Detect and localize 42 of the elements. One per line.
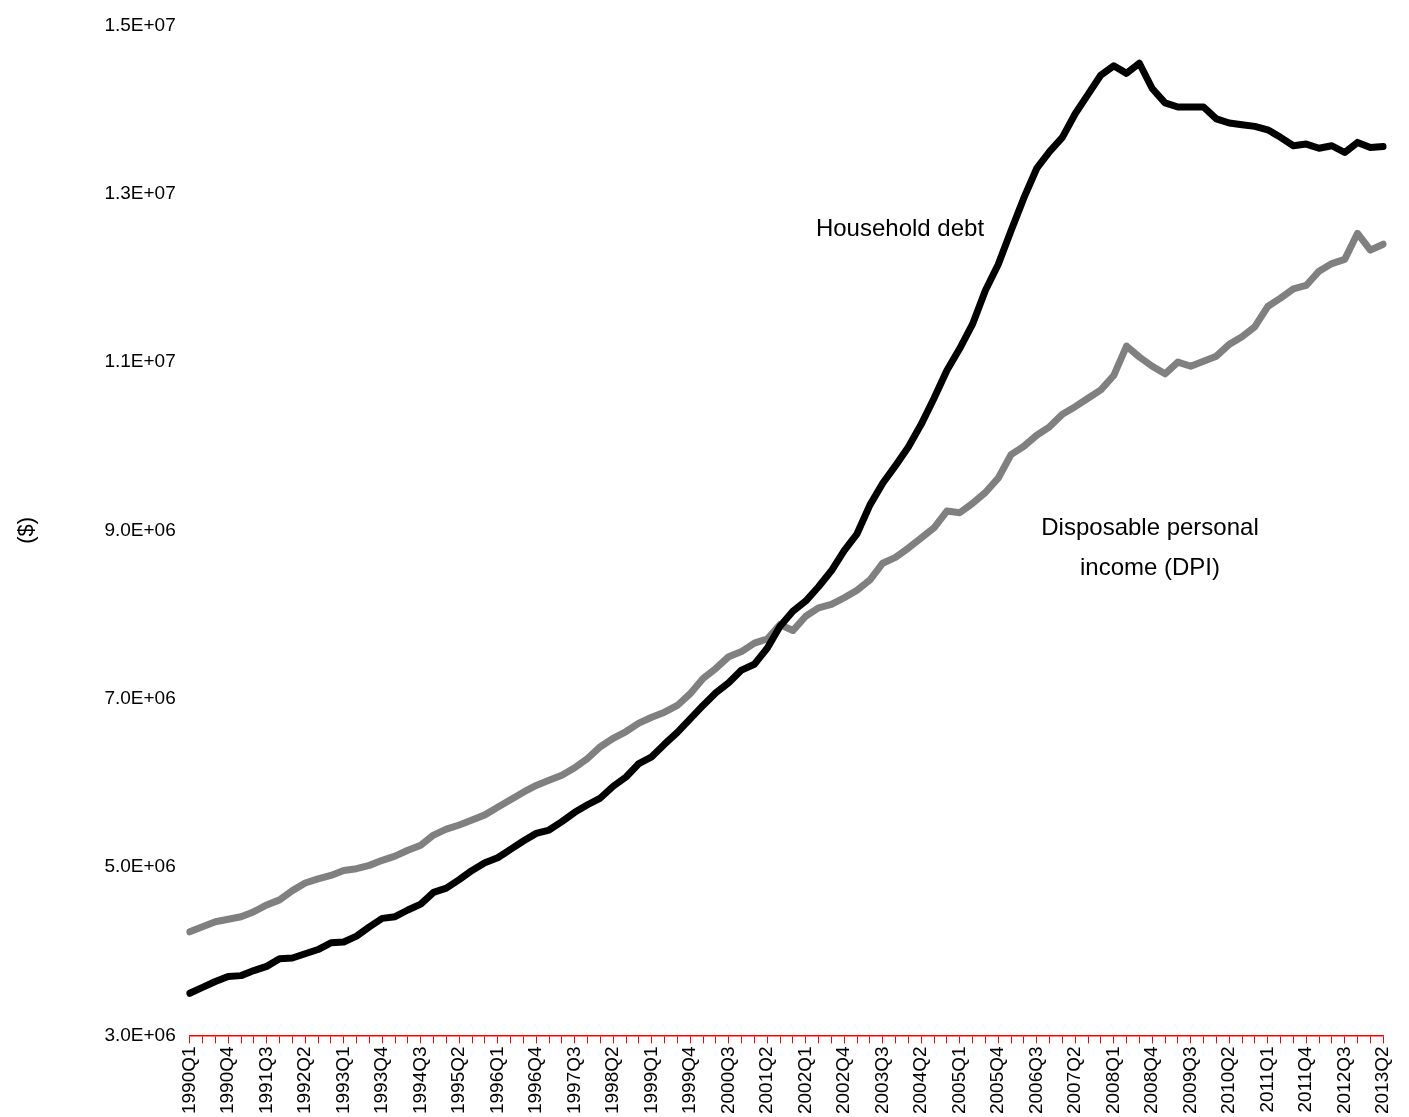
y-tick-label: 9.0E+06: [104, 518, 176, 540]
x-tick-label: 2010Q2: [1217, 1046, 1239, 1115]
series-label: Household debt: [815, 213, 985, 241]
x-tick-label: 1995Q2: [447, 1046, 469, 1115]
x-tick-label: 1996Q1: [485, 1046, 507, 1115]
x-tick-label: 1996Q4: [524, 1045, 546, 1115]
x-tick-label: 2006Q3: [1024, 1046, 1046, 1115]
y-tick-label: 3.0E+06: [104, 1023, 176, 1045]
x-tick-label: 2012Q3: [1332, 1046, 1354, 1115]
y-tick-label: 7.0E+06: [104, 686, 176, 708]
x-tick-label: 2009Q3: [1178, 1046, 1200, 1115]
x-tick-label: 2002Q4: [832, 1045, 854, 1115]
x-tick-label: 1990Q4: [216, 1045, 238, 1115]
x-tick-label: 2003Q3: [870, 1046, 892, 1115]
x-tick-label: 1993Q4: [370, 1045, 392, 1115]
x-tick-label: 2008Q1: [1101, 1046, 1123, 1115]
x-tick-label: 1991Q3: [254, 1046, 276, 1115]
x-tick-label: 2008Q4: [1140, 1045, 1162, 1115]
x-tick-label: 2002Q1: [793, 1046, 815, 1115]
x-tick-label: 2005Q4: [986, 1045, 1008, 1115]
y-tick-label: 5.0E+06: [104, 855, 176, 877]
x-tick-label: 1999Q1: [639, 1046, 661, 1115]
x-tick-label: 1998Q2: [601, 1046, 623, 1115]
x-tick-label: 1994Q3: [408, 1046, 430, 1115]
y-tick-label: 1.1E+07: [104, 350, 176, 372]
x-tick-label: 2001Q2: [755, 1046, 777, 1115]
x-tick-label: 1990Q1: [177, 1046, 199, 1115]
y-tick-label: 1.3E+07: [104, 181, 176, 203]
x-tick-label: 2004Q2: [909, 1046, 931, 1115]
x-tick-label: 2005Q1: [947, 1046, 969, 1115]
x-tick-label: 1993Q1: [331, 1046, 353, 1115]
x-tick-label: 1992Q2: [293, 1046, 315, 1115]
x-tick-label: 2011Q1: [1255, 1046, 1277, 1113]
x-tick-label: 2000Q3: [716, 1046, 738, 1115]
x-tick-label: 1997Q3: [562, 1046, 584, 1115]
x-tick-label: 2007Q2: [1063, 1046, 1085, 1115]
text: Disposable personal income (DPI): [1041, 512, 1259, 580]
x-tick-label: 2011Q4: [1294, 1045, 1316, 1113]
x-tick-label: 2013Q2: [1371, 1046, 1393, 1115]
y-tick-label: 1.5E+07: [104, 13, 176, 35]
y-axis-title: ($): [13, 516, 39, 544]
x-tick-label: 1999Q4: [678, 1045, 700, 1115]
